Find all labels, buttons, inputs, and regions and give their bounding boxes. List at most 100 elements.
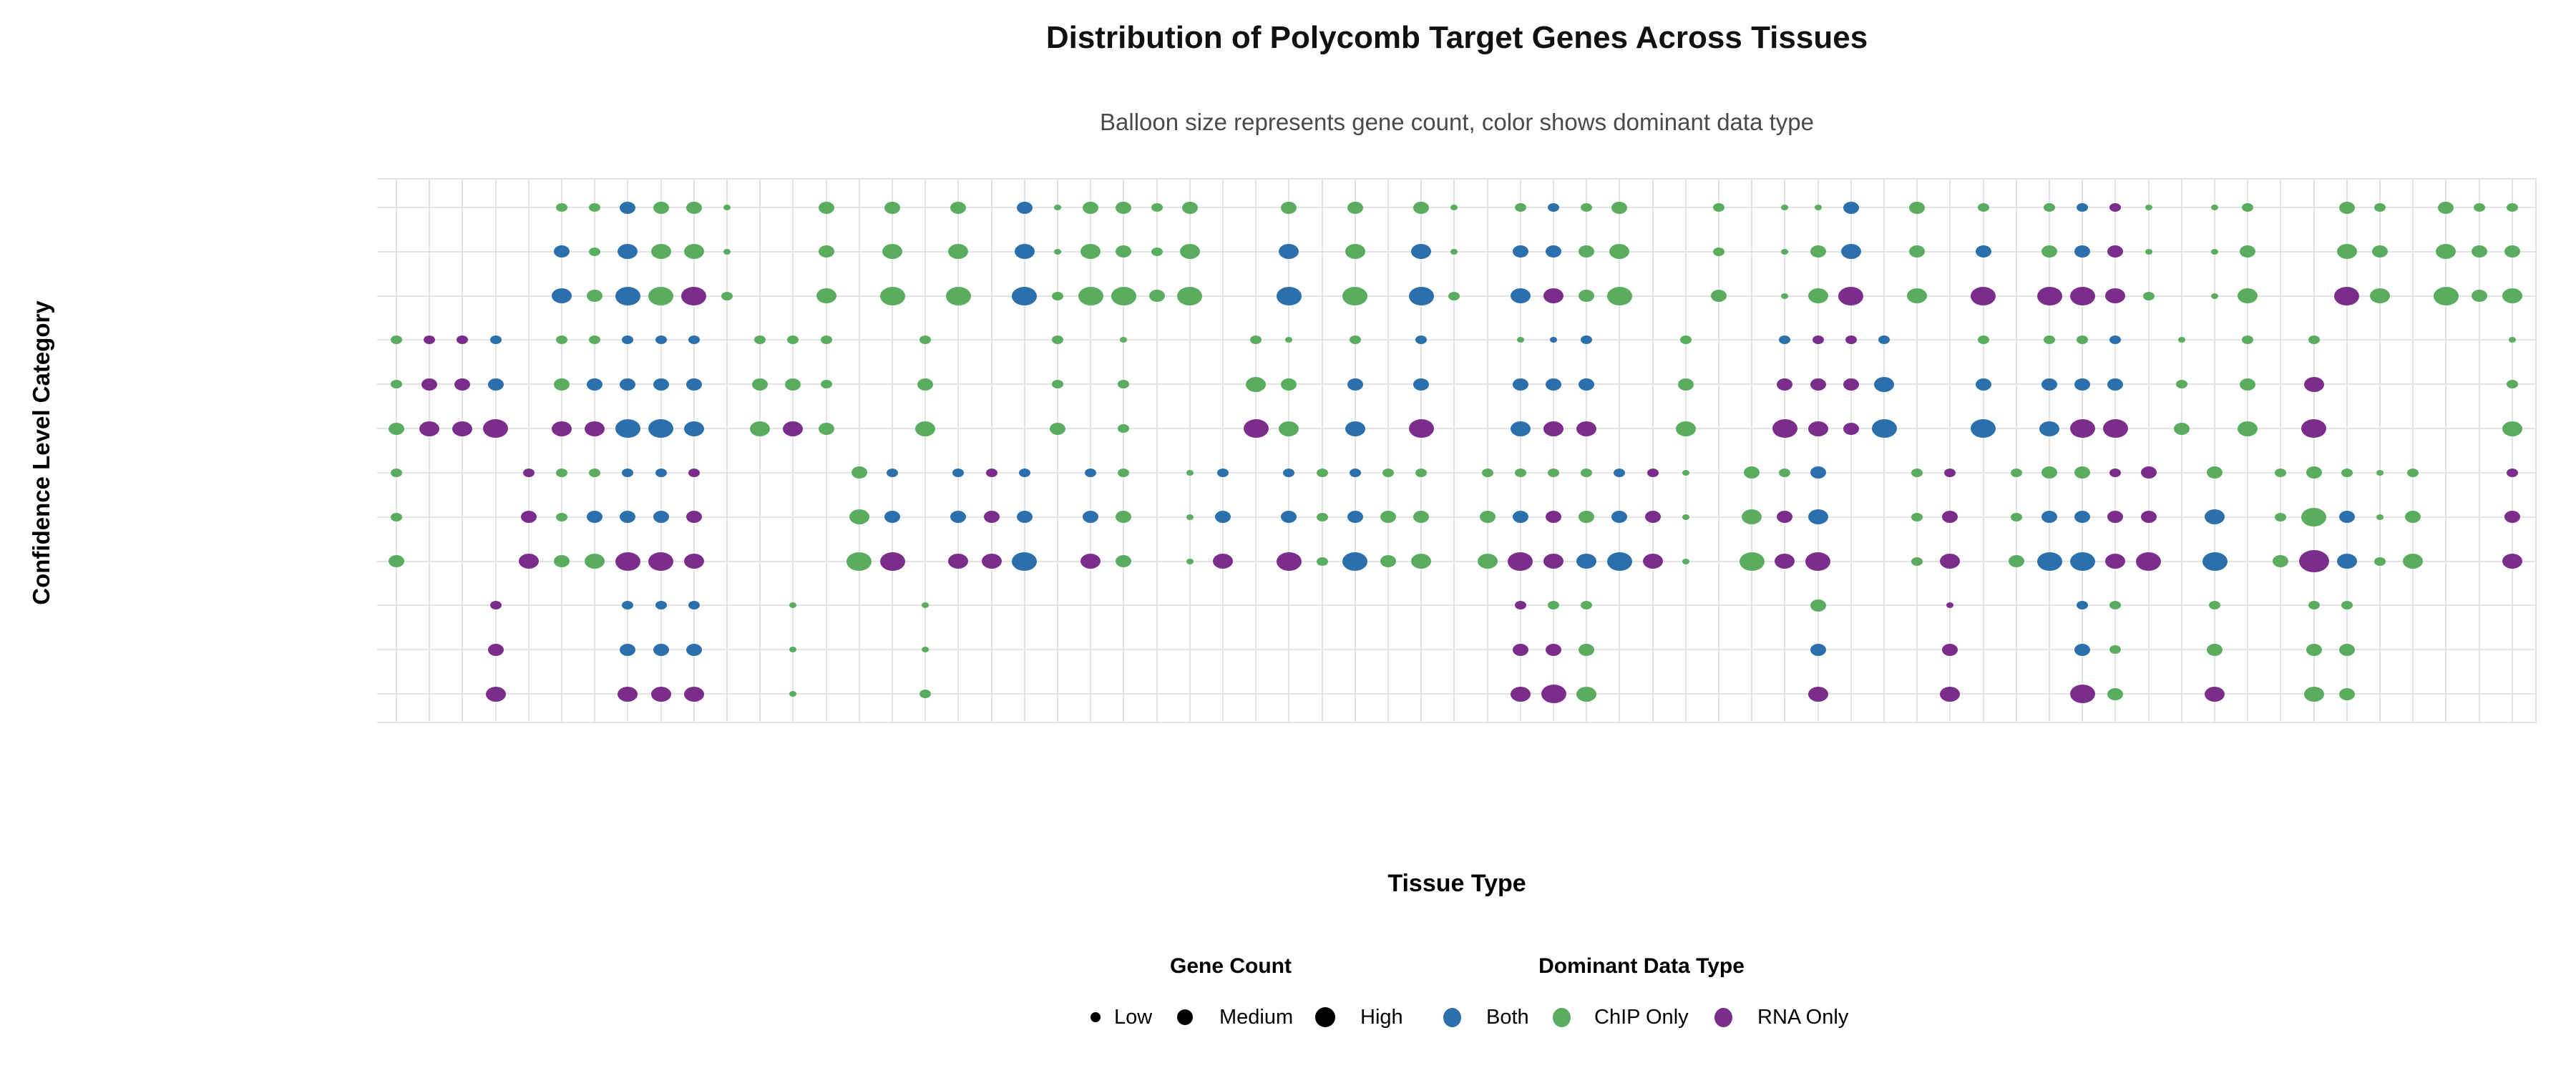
balloon — [1243, 419, 1269, 438]
balloon — [2077, 335, 2089, 345]
balloon — [2107, 511, 2124, 524]
balloon — [1942, 643, 1958, 656]
gridline-vertical — [429, 178, 431, 723]
balloon — [1843, 422, 1859, 435]
balloon — [587, 290, 603, 303]
balloon — [1677, 378, 1694, 391]
balloon — [2205, 686, 2225, 702]
balloon — [787, 335, 799, 345]
balloon — [1543, 288, 1563, 304]
balloon — [620, 511, 636, 524]
balloon — [2041, 378, 2057, 391]
gridline-vertical — [1453, 178, 1455, 723]
balloon — [520, 511, 537, 524]
balloon — [589, 468, 601, 477]
balloon — [950, 201, 967, 214]
balloon — [1413, 511, 1430, 524]
balloon — [587, 511, 603, 524]
balloon — [2044, 203, 2055, 212]
gridline-vertical — [1057, 178, 1058, 723]
gridline-vertical — [2180, 178, 2182, 723]
gridline-horizontal — [377, 693, 2537, 695]
gridline-vertical — [1255, 178, 1257, 723]
balloon — [2338, 643, 2355, 656]
balloon — [1512, 643, 1528, 656]
balloon — [2341, 468, 2353, 477]
balloon — [1054, 205, 1061, 210]
balloon — [1510, 288, 1531, 304]
balloon — [1052, 380, 1063, 389]
color-legend-dot-chip-only — [1553, 1008, 1571, 1027]
balloon — [452, 421, 473, 436]
balloon — [1349, 468, 1361, 477]
gridline-vertical — [2082, 178, 2084, 723]
gridline-vertical — [2247, 178, 2249, 723]
balloon — [556, 335, 567, 345]
gridline-vertical — [858, 178, 860, 723]
balloon — [1281, 378, 1297, 391]
balloon — [2306, 643, 2322, 656]
balloon — [1548, 468, 1559, 477]
balloon — [683, 244, 704, 260]
balloon — [917, 378, 934, 391]
gridline-vertical — [1718, 178, 1719, 723]
balloon — [1911, 512, 1923, 521]
balloon — [2109, 468, 2122, 477]
gridline-vertical — [1619, 178, 1621, 723]
balloon — [585, 421, 605, 436]
balloon — [2074, 245, 2091, 258]
balloon — [1779, 335, 1791, 345]
balloon — [1543, 421, 1563, 436]
gridline-vertical — [627, 178, 629, 723]
balloon — [2275, 512, 2287, 521]
balloon — [2077, 601, 2089, 610]
balloon — [2504, 245, 2520, 258]
balloon — [1581, 203, 1593, 212]
balloon — [1579, 290, 1595, 303]
balloon — [2077, 203, 2089, 212]
balloon — [686, 378, 702, 391]
balloon — [1546, 378, 1561, 391]
balloon — [391, 380, 402, 389]
balloon — [2010, 512, 2022, 521]
balloon — [2044, 335, 2055, 345]
balloon — [1411, 244, 1432, 260]
balloon — [721, 291, 733, 300]
balloon — [421, 378, 438, 391]
balloon — [1975, 245, 1991, 258]
balloon — [2074, 643, 2091, 656]
balloon — [1546, 643, 1561, 656]
balloon — [2211, 293, 2218, 299]
balloon — [1581, 335, 1593, 345]
balloon — [556, 468, 567, 477]
balloon — [915, 421, 936, 436]
balloon — [2308, 335, 2320, 345]
balloon — [1614, 468, 1626, 477]
size-legend-label-medium: Medium — [1219, 1006, 1294, 1029]
gridline-horizontal — [377, 604, 2537, 607]
balloon — [1215, 511, 1231, 524]
balloon — [1186, 558, 1194, 564]
balloon — [2508, 337, 2516, 343]
gridline-vertical — [1387, 178, 1389, 723]
balloon — [1411, 554, 1432, 569]
balloon — [2303, 376, 2324, 392]
gridline-vertical — [2313, 178, 2315, 723]
balloon — [820, 380, 832, 389]
balloon — [683, 686, 704, 702]
balloon — [2136, 552, 2162, 571]
balloon — [2142, 291, 2155, 300]
balloon — [1514, 203, 1526, 212]
balloon — [1742, 509, 1762, 525]
gridline-vertical — [2379, 178, 2381, 723]
balloon — [620, 378, 636, 391]
balloon — [1316, 512, 1328, 521]
gridline-vertical — [396, 178, 397, 723]
balloon — [2240, 245, 2256, 258]
gridline-vertical — [693, 178, 695, 723]
balloon — [589, 335, 601, 345]
balloon — [1514, 468, 1526, 477]
balloon — [554, 245, 570, 258]
balloon — [1177, 286, 1203, 305]
size-legend-dot-high — [1315, 1007, 1335, 1027]
